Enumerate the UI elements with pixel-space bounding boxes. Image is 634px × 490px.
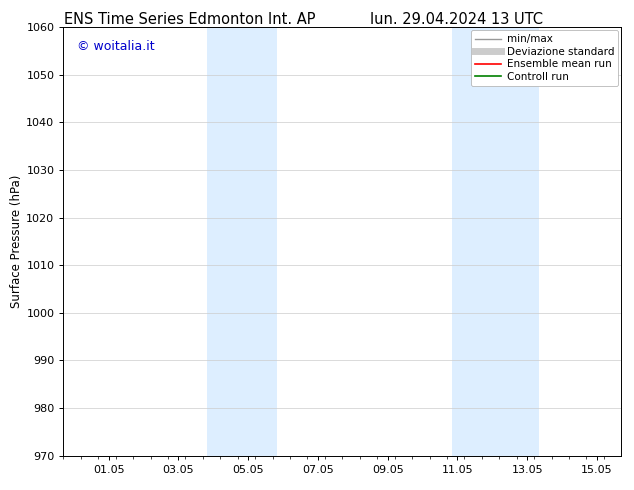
Bar — [451, 27, 539, 456]
Y-axis label: Surface Pressure (hPa): Surface Pressure (hPa) — [11, 174, 23, 308]
Text: © woitalia.it: © woitalia.it — [77, 40, 155, 53]
Bar — [207, 27, 277, 456]
Text: ENS Time Series Edmonton Int. AP: ENS Time Series Edmonton Int. AP — [65, 12, 316, 27]
Text: lun. 29.04.2024 13 UTC: lun. 29.04.2024 13 UTC — [370, 12, 543, 27]
Legend: min/max, Deviazione standard, Ensemble mean run, Controll run: min/max, Deviazione standard, Ensemble m… — [471, 30, 618, 86]
